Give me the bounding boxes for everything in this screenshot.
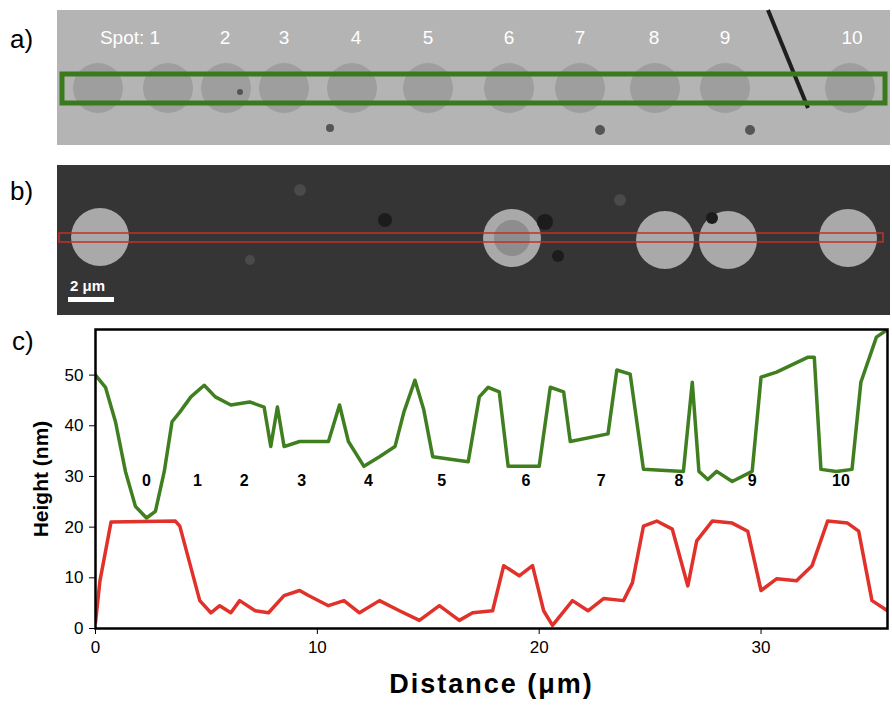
- svg-text:20: 20: [530, 638, 549, 657]
- html-text:c): c): [12, 326, 34, 356]
- svg-text:3: 3: [297, 472, 306, 489]
- svg-text:9: 9: [748, 472, 757, 489]
- svg-text:30: 30: [65, 467, 84, 486]
- svg-text:Spot: 1: Spot: 1: [100, 27, 160, 48]
- svg-text:40: 40: [65, 416, 84, 435]
- svg-text:2: 2: [220, 27, 231, 48]
- svg-text:0: 0: [74, 619, 83, 638]
- svg-text:2 μm: 2 μm: [70, 277, 105, 294]
- svg-text:50: 50: [65, 366, 84, 385]
- svg-text:2: 2: [240, 472, 249, 489]
- svg-text:3: 3: [279, 27, 290, 48]
- svg-text:8: 8: [675, 472, 684, 489]
- svg-text:1: 1: [193, 472, 202, 489]
- svg-text:6: 6: [521, 472, 530, 489]
- svg-text:7: 7: [575, 27, 586, 48]
- svg-text:10: 10: [841, 27, 862, 48]
- svg-text:6: 6: [504, 27, 515, 48]
- svg-text:10: 10: [308, 638, 327, 657]
- svg-text:5: 5: [423, 27, 434, 48]
- svg-text:20: 20: [65, 518, 84, 537]
- svg-text:0: 0: [142, 472, 151, 489]
- svg-text:a): a): [10, 24, 33, 54]
- svg-text:0: 0: [91, 638, 100, 657]
- svg-text:7: 7: [597, 472, 606, 489]
- svg-text:10: 10: [832, 472, 850, 489]
- svg-text:Height (nm): Height (nm): [29, 421, 52, 538]
- svg-text:Distance (μm): Distance (μm): [389, 669, 594, 699]
- svg-text:30: 30: [752, 638, 771, 657]
- svg-text:4: 4: [364, 472, 373, 489]
- svg-text:8: 8: [649, 27, 660, 48]
- svg-text:9: 9: [720, 27, 731, 48]
- svg-text:5: 5: [437, 472, 446, 489]
- svg-text:10: 10: [65, 568, 84, 587]
- svg-text:b): b): [10, 176, 33, 206]
- svg-text:4: 4: [351, 27, 362, 48]
